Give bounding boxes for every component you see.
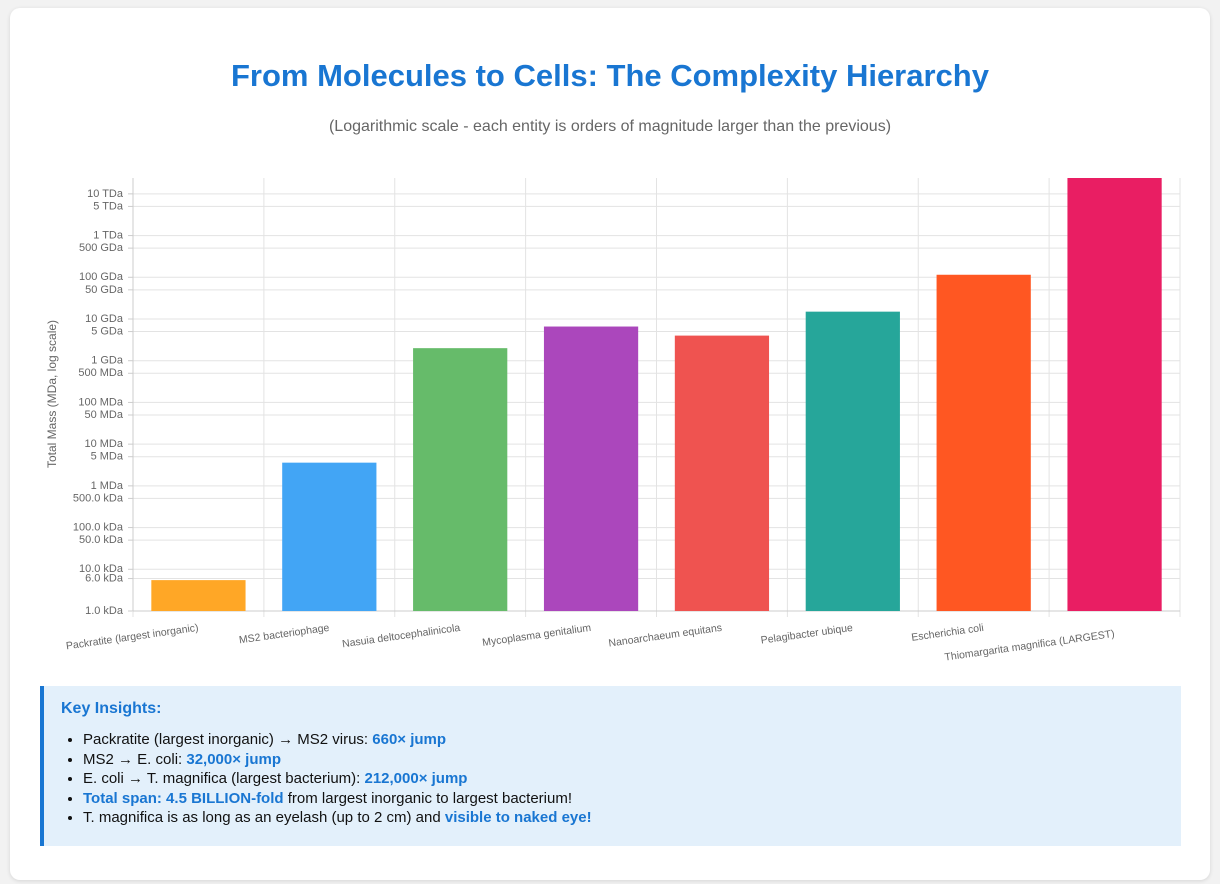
- bar: [936, 274, 1031, 611]
- y-tick-label: 500 GDa: [79, 242, 124, 254]
- insight-highlight: 660× jump: [372, 731, 447, 748]
- bar: [674, 335, 770, 611]
- insight-highlight: 32,000× jump: [186, 750, 281, 768]
- x-tick-label: Packratite (largest inorganic): [65, 622, 199, 652]
- insights-box: Key Insights: Packratite (largest inorga…: [40, 686, 1181, 846]
- y-tick-label: 5 TDa: [93, 200, 124, 212]
- insight-text: MS2 → E. coli:: [83, 750, 187, 768]
- y-tick-label: 10.0 kDa: [79, 563, 124, 575]
- insight-item: E. coli → T. magnifica (largest bacteriu…: [83, 769, 1181, 789]
- insights-list: Packratite (largest inorganic) → MS2 vir…: [61, 730, 1181, 828]
- insight-item: MS2 → E. coli: 32,000× jump: [83, 750, 1181, 770]
- y-tick-label: 1 MDa: [91, 480, 124, 492]
- y-tick-label: 10 MDa: [84, 438, 123, 450]
- y-tick-label: 500.0 kDa: [73, 492, 124, 504]
- y-tick-label: 6.0 kDa: [85, 572, 124, 584]
- insight-text: Packratite (largest inorganic) → MS2 vir…: [83, 731, 373, 748]
- y-axis-label: Total Mass (MDa, log scale): [45, 320, 59, 468]
- y-tick-label: 1.0 kDa: [85, 605, 124, 617]
- x-tick-label: Pelagibacter ubique: [760, 622, 854, 647]
- x-tick-label: Nanoarchaeum equitans: [608, 622, 723, 650]
- y-tick-label: 50 MDa: [84, 409, 123, 421]
- y-tick-label: 5 MDa: [91, 451, 124, 463]
- bar: [151, 580, 246, 611]
- bar: [1067, 178, 1162, 611]
- x-tick-label: Nasuia deltocephalinicola: [341, 622, 461, 650]
- bar: [413, 348, 508, 611]
- insight-item: Total span: 4.5 BILLION-fold from larges…: [83, 789, 1181, 809]
- y-tick-label: 100 GDa: [79, 271, 124, 283]
- bar: [805, 311, 900, 611]
- x-tick-label: MS2 bacteriophage: [238, 622, 330, 647]
- insights-title: Key Insights:: [61, 700, 162, 717]
- chart-title: From Molecules to Cells: The Complexity …: [231, 58, 990, 93]
- y-tick-label: 10 GDa: [85, 313, 124, 325]
- insight-item: T. magnifica is as long as an eyelash (u…: [83, 808, 1181, 828]
- y-tick-label: 1 GDa: [91, 355, 124, 367]
- bar: [543, 326, 639, 611]
- insight-text: T. magnifica is as long as an eyelash (u…: [83, 809, 445, 826]
- y-tick-label: 100 MDa: [78, 396, 124, 408]
- insight-highlight: visible to naked eye!: [444, 809, 592, 826]
- insight-highlight: 212,000× jump: [364, 770, 468, 787]
- y-tick-label: 10 TDa: [87, 188, 124, 200]
- insight-item: Packratite (largest inorganic) → MS2 vir…: [83, 730, 1181, 750]
- bar: [282, 462, 377, 611]
- chart: From Molecules to Cells: The Complexity …: [45, 58, 1181, 664]
- x-tick-label: Escherichia coli: [911, 622, 985, 644]
- y-tick-label: 50.0 kDa: [79, 534, 124, 546]
- chart-subtitle: (Logarithmic scale - each entity is orde…: [329, 118, 891, 135]
- y-tick-label: 1 TDa: [93, 229, 124, 241]
- y-tick-label: 5 GDa: [91, 325, 124, 337]
- y-tick-label: 500 MDa: [78, 367, 124, 379]
- y-tick-label: 50 GDa: [85, 284, 124, 296]
- insight-text: E. coli → T. magnifica (largest bacteriu…: [83, 770, 365, 787]
- insight-highlight: Total span: 4.5 BILLION-fold: [83, 789, 284, 807]
- y-tick-label: 100.0 kDa: [73, 521, 124, 533]
- x-tick-label: Mycoplasma genitalium: [482, 622, 593, 649]
- insight-text: from largest inorganic to largest bacter…: [283, 789, 573, 807]
